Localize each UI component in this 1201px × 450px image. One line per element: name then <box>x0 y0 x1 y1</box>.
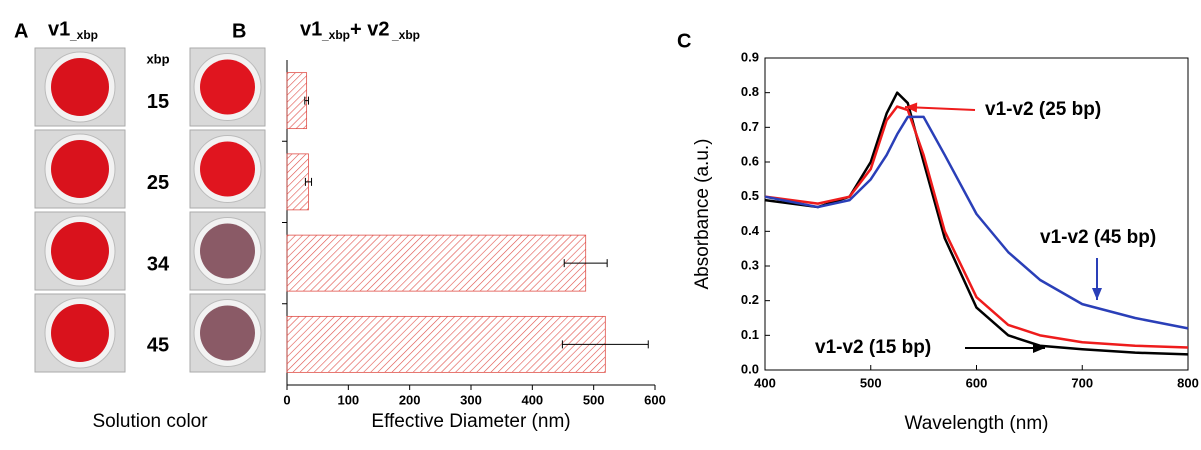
y-axis-label: Absorbance (a.u.) <box>692 138 713 289</box>
x-tick-label: 500 <box>583 392 605 407</box>
x-axis-label: Wavelength (nm) <box>905 413 1049 434</box>
x-tick-label: 200 <box>399 392 421 407</box>
bar <box>286 315 606 373</box>
panel-label: B <box>232 20 246 42</box>
well-solution <box>51 304 109 362</box>
caption: Solution color <box>92 411 208 432</box>
x-tick-label: 600 <box>966 375 988 390</box>
error-bar <box>304 96 309 105</box>
annotation: v1-v2 (25 bp) <box>985 99 1101 120</box>
arrow-head <box>1092 288 1102 300</box>
well-solution <box>51 140 109 198</box>
y-tick-label: 0.0 <box>741 361 759 376</box>
y-tick-label: 0.5 <box>741 188 759 203</box>
x-tick-label: 600 <box>644 392 666 407</box>
x-tick-label: 300 <box>460 392 482 407</box>
y-tick-label: 0.4 <box>741 223 760 238</box>
panel-label: A <box>14 20 28 42</box>
series-line <box>764 105 1189 349</box>
bar <box>286 234 587 292</box>
error-bar <box>304 177 313 186</box>
well-solution <box>200 59 255 115</box>
chart-title: _xbp <box>321 28 350 42</box>
well-solution <box>200 141 255 197</box>
arrow-head <box>905 102 918 113</box>
category-header: xbp <box>146 51 169 66</box>
well-solution <box>51 58 109 116</box>
y-tick-label: 0.6 <box>741 153 759 168</box>
series-line <box>764 115 1189 330</box>
series-line <box>764 91 1189 356</box>
annotation: v1-v2 (15 bp) <box>815 337 931 358</box>
panel-title: v1 <box>48 18 70 40</box>
chart-title: v1 <box>300 18 322 40</box>
annotation: v1-v2 (45 bp) <box>1040 227 1156 248</box>
well-solution <box>200 223 255 279</box>
bar <box>286 72 308 130</box>
y-tick-label: 0.3 <box>741 257 759 272</box>
y-tick-label: 0.2 <box>741 292 759 307</box>
category-label: 34 <box>147 253 170 275</box>
x-tick-label: 400 <box>754 375 776 390</box>
panel-title-sub: _xbp <box>69 28 98 42</box>
x-tick-label: 800 <box>1177 375 1199 390</box>
x-tick-label: 500 <box>860 375 882 390</box>
well-solution <box>200 305 255 361</box>
y-tick-label: 0.1 <box>741 327 759 342</box>
chart-title: + v2 <box>350 18 389 40</box>
x-axis-label: Effective Diameter (nm) <box>371 411 570 432</box>
x-tick-label: 700 <box>1071 375 1093 390</box>
y-tick-label: 0.8 <box>741 84 759 99</box>
arrow-head <box>1033 343 1045 353</box>
category-label: 15 <box>147 91 169 113</box>
category-label: 45 <box>147 335 169 357</box>
x-tick-label: 400 <box>521 392 543 407</box>
y-tick-label: 0.7 <box>741 119 759 134</box>
error-bar <box>563 259 608 268</box>
x-tick-label: 0 <box>283 392 290 407</box>
well-solution <box>51 222 109 280</box>
panel-label: C <box>677 30 691 52</box>
error-bar <box>561 340 649 349</box>
x-tick-label: 100 <box>337 392 359 407</box>
category-label: 25 <box>147 172 169 194</box>
chart-title: _xbp <box>391 28 420 42</box>
y-tick-label: 0.9 <box>741 49 759 64</box>
